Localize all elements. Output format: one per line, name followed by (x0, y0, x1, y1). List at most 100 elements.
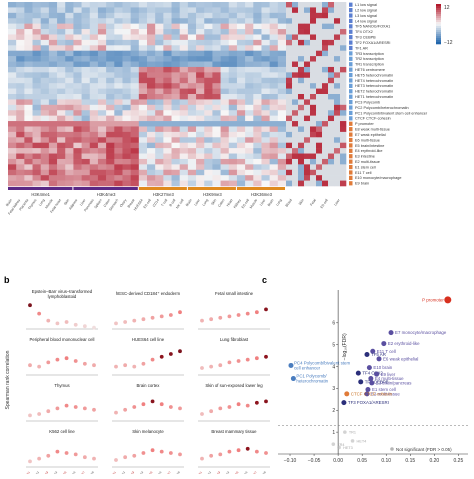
subplot-tick-label: E4 (53, 470, 58, 474)
heatmap-cell (228, 137, 238, 144)
heatmap-cell (155, 34, 164, 41)
heatmap-row-label: E9 brain (355, 182, 369, 186)
heatmap-cell (269, 94, 279, 100)
heatmap-cell (89, 83, 99, 89)
heatmap-cell (122, 34, 131, 41)
heatmap-cell (89, 94, 99, 100)
colorbar-step (436, 34, 441, 37)
heatmap-cell (236, 83, 246, 89)
heatmap-cell (32, 148, 42, 154)
heatmap-cell (322, 164, 329, 171)
subplot-point (178, 349, 182, 354)
heatmap-cell (97, 158, 107, 165)
heatmap-cell (89, 29, 99, 35)
heatmap-cell (8, 175, 17, 181)
heatmap-cell (106, 2, 115, 8)
heatmap-right-block (286, 2, 347, 187)
heatmap-cell (147, 148, 156, 154)
heatmap-cell (245, 83, 254, 89)
heatmap-cell (196, 34, 205, 41)
heatmap-cell (220, 2, 230, 8)
subplot-point (114, 321, 118, 326)
heatmap-cell (187, 121, 197, 127)
heatmap-cell (261, 121, 270, 127)
subplot-title: Brain cortex (137, 383, 161, 388)
subplot-tick-label: E7 (167, 470, 172, 474)
heatmap-cell (89, 34, 99, 41)
heatmap-cell (65, 61, 74, 68)
subplot-point (178, 452, 182, 457)
heatmap-cell (212, 23, 221, 30)
heatmap-cell (292, 34, 299, 41)
heatmap-cell (277, 29, 287, 35)
heatmap-cell (204, 180, 213, 187)
heatmap-cell (228, 50, 238, 57)
heatmap-cell (316, 18, 323, 24)
subplot-point (92, 363, 96, 368)
heatmap-cell (40, 99, 50, 106)
heatmap-cell (40, 83, 50, 89)
heatmap-cell (310, 115, 317, 122)
heatmap-cell (122, 169, 131, 176)
heatmap-cell (48, 29, 58, 35)
heatmap-cell (269, 131, 279, 138)
heatmap-cell (328, 72, 335, 79)
heatmap-cell (97, 148, 107, 154)
heatmap-cell (65, 7, 74, 14)
heatmap-cell (40, 56, 50, 62)
heatmap-cell (24, 72, 33, 79)
heatmap-cell (340, 12, 347, 19)
heatmap-cell (32, 175, 42, 181)
subplot-tick-label: E6 (157, 470, 162, 474)
heatmap-cell (155, 110, 164, 116)
heatmap-cell (292, 7, 299, 14)
heatmap-cell (277, 88, 287, 95)
heatmap-cell (236, 153, 246, 160)
heatmap-cell (304, 164, 311, 171)
heatmap-cell (269, 148, 279, 154)
group-bar (236, 187, 285, 190)
x-tick-label: 0.15 (405, 458, 415, 464)
heatmap-cell (106, 50, 115, 57)
heatmap-cell (269, 72, 279, 79)
heatmap-cell (16, 72, 25, 79)
heatmap-cell (155, 61, 164, 68)
heatmap-cell (155, 45, 164, 52)
subplot-point (150, 448, 155, 453)
heatmap-cell (228, 142, 238, 149)
heatmap-row-label: L1 low signal (355, 3, 377, 7)
subplot-tick-label: E7 (253, 470, 258, 474)
heatmap-cell (212, 175, 221, 181)
heatmap-row-label: E4 erythroid-like (355, 149, 382, 153)
heatmap-x-tick-label: Fetal (309, 198, 317, 207)
heatmap-cell (130, 50, 140, 57)
heatmap-cell (122, 39, 131, 46)
heatmap-cell (8, 164, 17, 171)
heatmap-cell (171, 158, 181, 165)
heatmap-cell (316, 39, 323, 46)
subplot-point (264, 399, 268, 404)
heatmap-cell (81, 34, 91, 41)
heatmap-cell (138, 56, 148, 62)
x-tick-label: 0.00 (333, 458, 343, 464)
subplot-point (28, 459, 32, 464)
heatmap-cell (245, 34, 254, 41)
subplot-point (236, 402, 241, 407)
heatmap-cell (261, 175, 270, 181)
heatmap-cell (322, 72, 329, 79)
heatmap-cell (310, 180, 317, 187)
row-color-key (349, 143, 353, 148)
heatmap-cell (334, 12, 341, 19)
subplot-point (159, 354, 164, 359)
heatmap-cell (8, 94, 17, 100)
heatmap-cell (163, 61, 172, 68)
heatmap-cell (286, 99, 293, 106)
heatmap-cell (16, 158, 25, 165)
point-label: E7 monocyte/macrophage (395, 330, 447, 335)
heatmap-cell (298, 83, 305, 89)
heatmap-cell (204, 164, 213, 171)
colorbar-step (436, 8, 441, 11)
heatmap-cell (328, 7, 335, 14)
heatmap-cell (138, 45, 148, 52)
heatmap-cell (328, 56, 335, 62)
